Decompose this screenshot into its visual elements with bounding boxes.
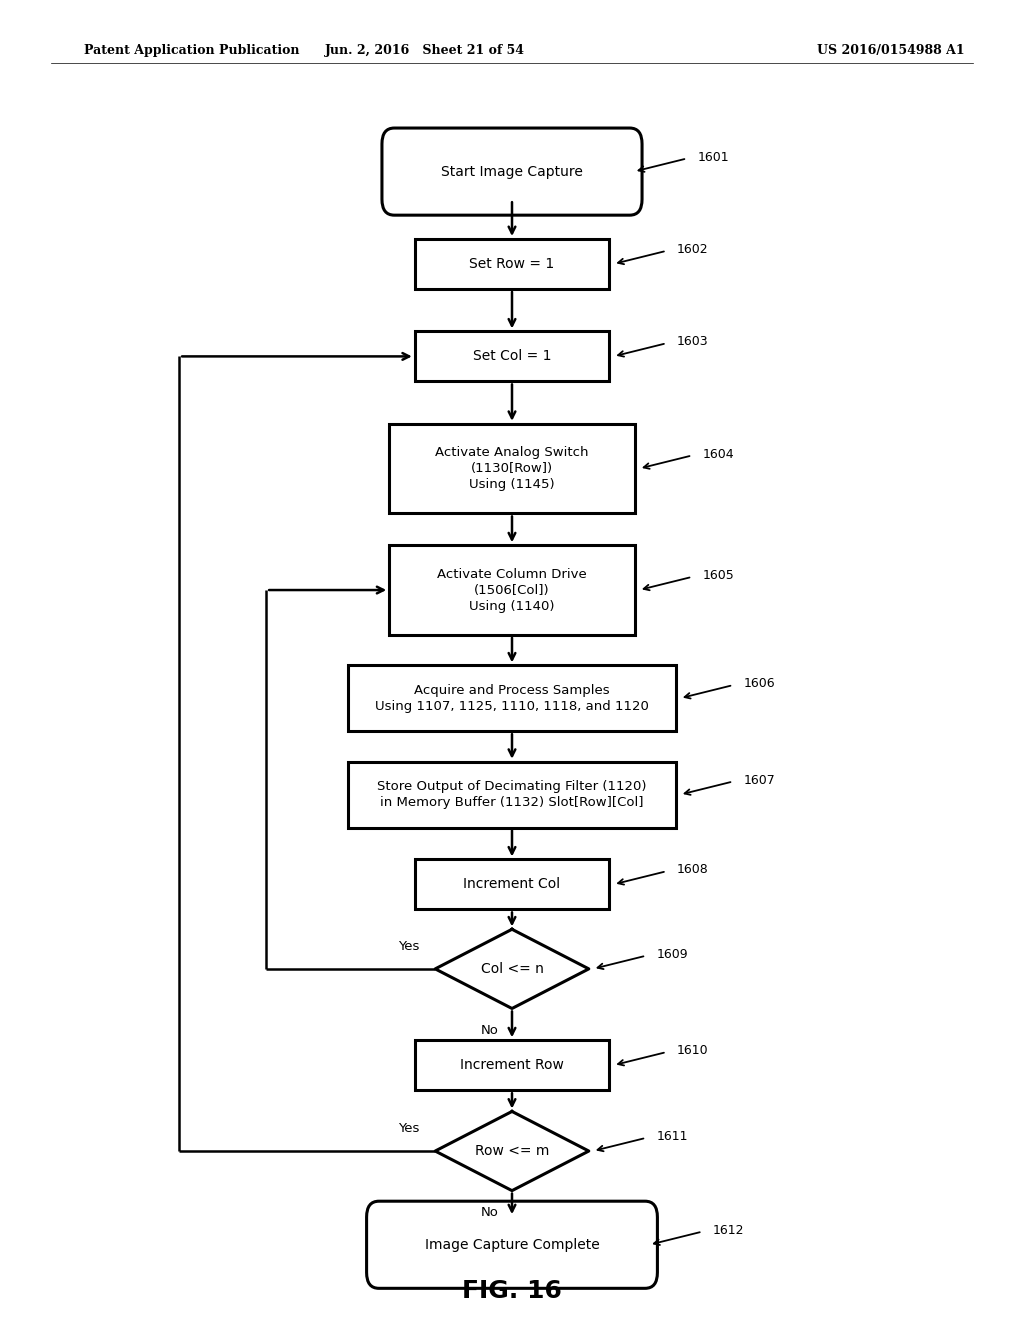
Text: 1605: 1605 bbox=[702, 569, 734, 582]
Text: Jun. 2, 2016   Sheet 21 of 54: Jun. 2, 2016 Sheet 21 of 54 bbox=[325, 45, 525, 57]
Polygon shape bbox=[435, 1111, 589, 1191]
Text: 1609: 1609 bbox=[656, 948, 688, 961]
Text: Activate Column Drive
(1506[Col])
Using (1140): Activate Column Drive (1506[Col]) Using … bbox=[437, 568, 587, 612]
Text: Yes: Yes bbox=[398, 940, 420, 953]
Text: Col <= n: Col <= n bbox=[480, 962, 544, 975]
Bar bbox=[415, 859, 609, 909]
Text: Activate Analog Switch
(1130[Row])
Using (1145): Activate Analog Switch (1130[Row]) Using… bbox=[435, 446, 589, 491]
Text: Image Capture Complete: Image Capture Complete bbox=[425, 1238, 599, 1251]
Bar bbox=[348, 762, 676, 828]
Polygon shape bbox=[435, 929, 589, 1008]
Text: No: No bbox=[480, 1206, 499, 1220]
Text: FIG. 16: FIG. 16 bbox=[462, 1279, 562, 1303]
FancyBboxPatch shape bbox=[382, 128, 642, 215]
Text: Patent Application Publication: Patent Application Publication bbox=[84, 45, 299, 57]
Bar bbox=[415, 331, 609, 381]
Text: 1608: 1608 bbox=[677, 863, 709, 876]
Text: Store Output of Decimating Filter (1120)
in Memory Buffer (1132) Slot[Row][Col]: Store Output of Decimating Filter (1120)… bbox=[377, 780, 647, 809]
Text: 1601: 1601 bbox=[697, 150, 729, 164]
Text: Row <= m: Row <= m bbox=[475, 1144, 549, 1158]
Text: 1602: 1602 bbox=[677, 243, 709, 256]
Text: No: No bbox=[480, 1024, 499, 1038]
FancyBboxPatch shape bbox=[367, 1201, 657, 1288]
Bar bbox=[415, 239, 609, 289]
Bar bbox=[389, 545, 635, 635]
Text: Increment Col: Increment Col bbox=[464, 878, 560, 891]
Bar bbox=[389, 424, 635, 513]
Text: Start Image Capture: Start Image Capture bbox=[441, 165, 583, 178]
Bar bbox=[415, 1040, 609, 1090]
Text: US 2016/0154988 A1: US 2016/0154988 A1 bbox=[817, 45, 965, 57]
Text: 1606: 1606 bbox=[743, 677, 775, 690]
Text: Acquire and Process Samples
Using 1107, 1125, 1110, 1118, and 1120: Acquire and Process Samples Using 1107, … bbox=[375, 684, 649, 713]
Text: Set Col = 1: Set Col = 1 bbox=[473, 350, 551, 363]
Text: 1603: 1603 bbox=[677, 335, 709, 348]
Bar bbox=[348, 665, 676, 731]
Text: Set Row = 1: Set Row = 1 bbox=[469, 257, 555, 271]
Text: 1604: 1604 bbox=[702, 447, 734, 461]
Text: 1611: 1611 bbox=[656, 1130, 688, 1143]
Text: 1612: 1612 bbox=[713, 1224, 744, 1237]
Text: 1610: 1610 bbox=[677, 1044, 709, 1057]
Text: 1607: 1607 bbox=[743, 774, 775, 787]
Text: Yes: Yes bbox=[398, 1122, 420, 1135]
Text: Increment Row: Increment Row bbox=[460, 1059, 564, 1072]
